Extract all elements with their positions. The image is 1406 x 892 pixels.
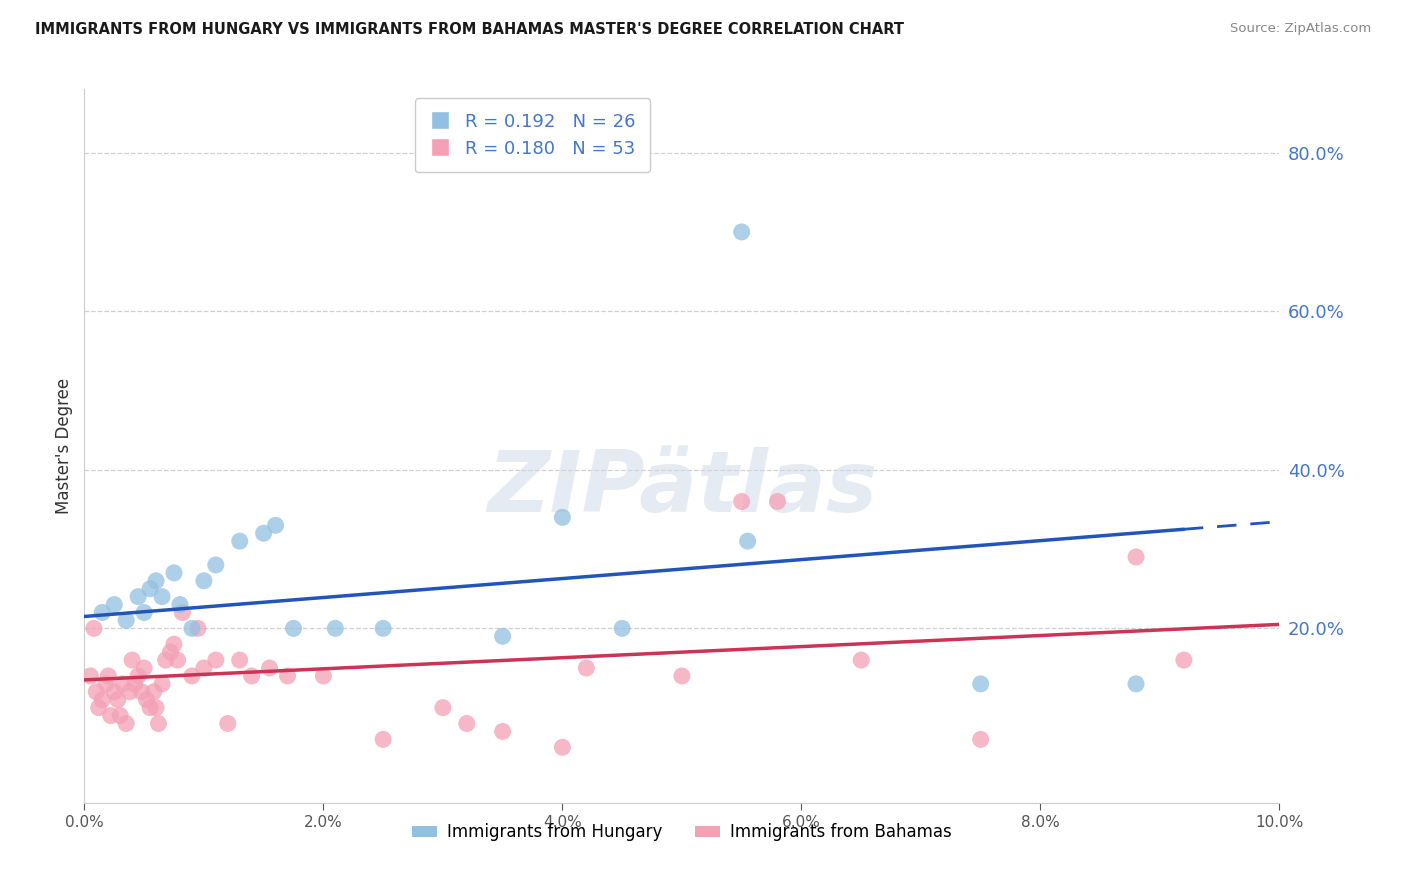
Point [172, 606, 194, 620]
Point [229, 534, 252, 549]
Point [79, 669, 101, 683]
Point [312, 669, 335, 683]
Point [259, 661, 281, 675]
Point [83, 621, 105, 635]
Point [551, 510, 574, 524]
Point [492, 629, 515, 643]
Point [132, 606, 156, 620]
Point [193, 661, 215, 675]
Point [87, 700, 110, 714]
Point [159, 645, 181, 659]
Point [148, 716, 170, 731]
Point [100, 708, 122, 723]
Point [181, 621, 204, 635]
Text: Source: ZipAtlas.com: Source: ZipAtlas.com [1230, 22, 1371, 36]
Point [127, 590, 149, 604]
Point [229, 653, 252, 667]
Point [187, 621, 209, 635]
Point [283, 621, 305, 635]
Point [110, 708, 132, 723]
Point [86, 685, 108, 699]
Point [118, 685, 141, 699]
Point [217, 716, 239, 731]
Text: ZIPätlas: ZIPätlas [486, 447, 877, 531]
Point [240, 669, 263, 683]
Point [131, 685, 153, 699]
Point [373, 732, 395, 747]
Point [193, 574, 215, 588]
Point [277, 669, 299, 683]
Point [111, 677, 134, 691]
Point [1125, 549, 1147, 564]
Point [205, 558, 228, 572]
Point [166, 653, 188, 667]
Point [766, 494, 789, 508]
Point [163, 637, 186, 651]
Point [91, 692, 114, 706]
Point [253, 526, 276, 541]
Point [145, 574, 167, 588]
Point [551, 740, 574, 755]
Point [121, 653, 143, 667]
Point [103, 598, 125, 612]
Point [325, 621, 347, 635]
Point [103, 685, 125, 699]
Point [432, 700, 454, 714]
Point [737, 534, 759, 549]
Point [135, 692, 157, 706]
Text: IMMIGRANTS FROM HUNGARY VS IMMIGRANTS FROM BAHAMAS MASTER'S DEGREE CORRELATION C: IMMIGRANTS FROM HUNGARY VS IMMIGRANTS FR… [35, 22, 904, 37]
Point [456, 716, 478, 731]
Point [139, 582, 162, 596]
Y-axis label: Master's Degree: Master's Degree [55, 378, 73, 514]
Point [115, 614, 138, 628]
Point [163, 566, 186, 580]
Point [107, 692, 129, 706]
Point [94, 677, 117, 691]
Point [373, 621, 395, 635]
Point [124, 677, 146, 691]
Point [731, 225, 754, 239]
Point [1173, 653, 1195, 667]
Point [142, 685, 165, 699]
Point [264, 518, 287, 533]
Point [970, 732, 993, 747]
Point [115, 716, 138, 731]
Point [169, 598, 191, 612]
Point [612, 621, 634, 635]
Point [150, 677, 173, 691]
Point [671, 669, 693, 683]
Point [145, 700, 167, 714]
Point [970, 677, 993, 691]
Point [205, 653, 228, 667]
Point [91, 606, 114, 620]
Point [851, 653, 873, 667]
Point [97, 669, 120, 683]
Point [1125, 677, 1147, 691]
Point [139, 700, 162, 714]
Point [731, 494, 754, 508]
Point [132, 661, 156, 675]
Point [155, 653, 177, 667]
Point [492, 724, 515, 739]
Point [127, 669, 149, 683]
Point [150, 590, 173, 604]
Point [575, 661, 598, 675]
Point [181, 669, 204, 683]
Legend: Immigrants from Hungary, Immigrants from Bahamas: Immigrants from Hungary, Immigrants from… [405, 817, 959, 848]
